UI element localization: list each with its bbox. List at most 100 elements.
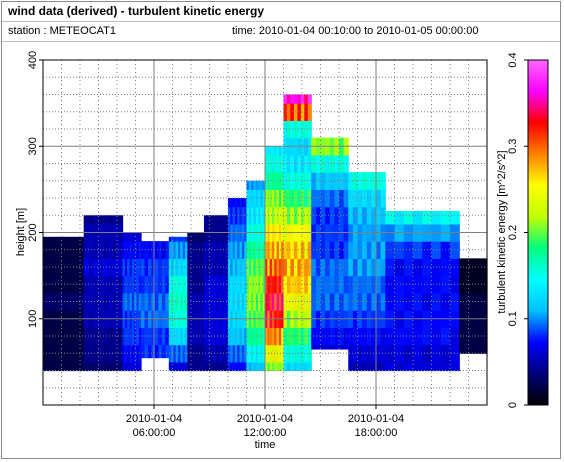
heatmap-cell (107, 258, 114, 277)
heatmap-cell (271, 189, 275, 208)
heatmap-cell (403, 344, 414, 363)
chart-title: wind data (derived) - turbulent kinetic … (8, 4, 265, 18)
heatmap-cell (175, 361, 179, 372)
heatmap-cell (459, 292, 464, 311)
heatmap-cell (129, 232, 133, 242)
heatmap-cell (283, 327, 288, 346)
heatmap-cell (234, 275, 238, 294)
heatmap-cell (297, 94, 302, 104)
heatmap-cell (239, 361, 243, 372)
y-tick-label: 100 (27, 310, 39, 328)
heatmap-cell (68, 344, 75, 363)
heatmap-cell (304, 189, 309, 208)
heatmap-cell (53, 344, 59, 363)
heatmap-cell (380, 172, 386, 190)
heatmap-cell (244, 275, 248, 294)
heatmap-cell (403, 275, 414, 294)
heatmap-cell (248, 180, 252, 190)
heatmap-cell (184, 292, 188, 311)
heatmap-cell (224, 215, 229, 225)
heatmap-cell (260, 292, 264, 311)
heatmap-cell (107, 241, 114, 259)
heatmap-cell (48, 344, 54, 363)
heatmap-cell (422, 210, 433, 225)
heatmap-cell (151, 292, 156, 311)
heatmap-cell (339, 189, 345, 208)
heatmap-cell (165, 327, 170, 346)
heatmap-cell (278, 146, 282, 156)
x-tick-time: 06:00:00 (133, 427, 176, 439)
heatmap-cell (385, 275, 396, 294)
heatmap-cell (357, 327, 363, 346)
heatmap-cell (178, 241, 181, 259)
heatmap-cell (283, 189, 288, 208)
heatmap-cell (43, 241, 49, 259)
heatmap-cell (376, 206, 382, 225)
heatmap-cell (281, 154, 285, 173)
heatmap-cell (136, 361, 140, 372)
heatmap-cell (413, 361, 423, 372)
heatmap-cell (253, 344, 257, 363)
heatmap-cell (199, 258, 203, 277)
heatmap-cell (325, 327, 331, 346)
heatmap-cell (265, 172, 268, 190)
heatmap-cell (483, 292, 488, 311)
heatmap-cell (187, 241, 190, 259)
heatmap-cell (394, 292, 405, 311)
heatmap-cell (269, 146, 273, 156)
heatmap-cell (246, 361, 250, 372)
heatmap-cell (154, 344, 159, 359)
heatmap-cell (278, 361, 282, 372)
heatmap-cell (138, 361, 142, 372)
heatmap-cell (325, 258, 331, 277)
heatmap-cell (127, 258, 131, 277)
heatmap-cell (450, 210, 460, 225)
heatmap-cell (276, 344, 280, 363)
heatmap-cell (48, 241, 54, 259)
heatmap-cell (371, 361, 377, 372)
heatmap-cell (276, 292, 280, 311)
heatmap-cell (78, 236, 85, 242)
heatmap-cell (422, 361, 433, 372)
heatmap-cell (297, 154, 302, 173)
heatmap-cell (276, 206, 280, 225)
heatmap-cell (53, 327, 59, 346)
heatmap-cell (329, 344, 335, 350)
heatmap-cell (187, 275, 190, 294)
heatmap-cell (283, 206, 288, 225)
heatmap-cell (83, 361, 90, 372)
heatmap-cell (201, 241, 205, 259)
heatmap-cell (300, 361, 305, 372)
heatmap-cell (320, 154, 326, 173)
heatmap-cell (260, 275, 264, 294)
heatmap-cell (380, 327, 386, 346)
heatmap-cell (251, 344, 255, 363)
heatmap-cell (380, 361, 386, 372)
heatmap-cell (385, 241, 396, 259)
heatmap-cell (255, 206, 259, 225)
grid-lines (43, 60, 487, 405)
heatmap-cell (258, 361, 261, 372)
heatmap-cell (394, 210, 405, 225)
heatmap-cell (251, 361, 255, 372)
heatmap-cell (228, 198, 231, 208)
heatmap-cell (403, 241, 414, 259)
heatmap-cell (320, 206, 326, 225)
heatmap-cell (173, 275, 177, 294)
heatmap-cell (300, 275, 305, 294)
heatmap-cell (232, 241, 236, 259)
heatmap-cell (138, 275, 142, 294)
heatmap-cell (107, 361, 114, 372)
heatmap-cell (380, 241, 386, 259)
heatmap-cell (124, 361, 128, 372)
heatmap-cell (147, 344, 153, 359)
x-tick-date: 2010-01-04 (237, 413, 293, 425)
heatmap-cell (255, 275, 259, 294)
heatmap-cell (244, 241, 248, 259)
heatmap-cell (117, 361, 124, 372)
heatmap-cell (315, 327, 322, 346)
heatmap-cell (127, 232, 131, 242)
heatmap-cell (300, 241, 305, 259)
heatmap-cell (469, 344, 474, 354)
heatmap-cell (63, 275, 70, 294)
